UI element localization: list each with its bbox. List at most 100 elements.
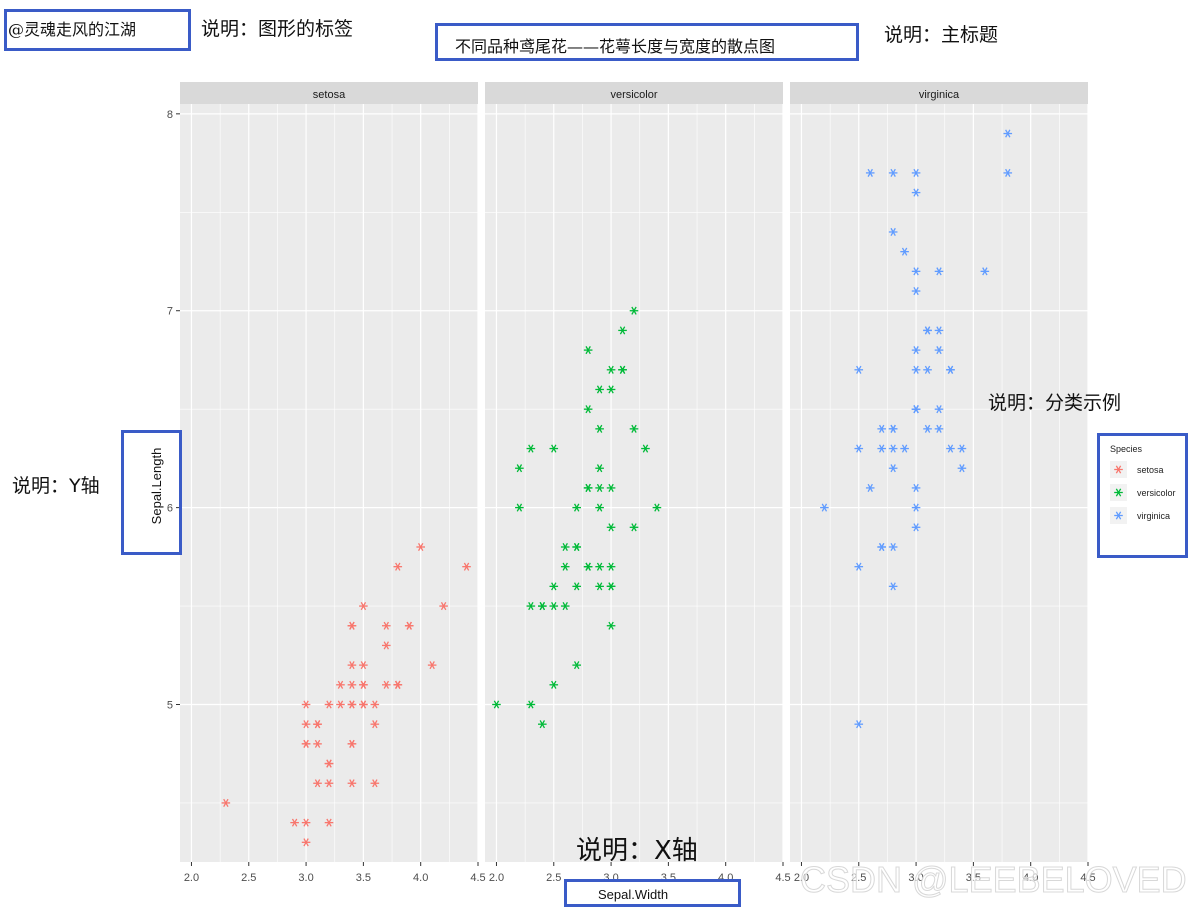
x-tick-label: 4.5 <box>1080 872 1095 884</box>
panel-background <box>180 104 478 862</box>
legend-label: setosa <box>1137 465 1164 475</box>
data-point <box>606 562 616 571</box>
data-point <box>301 838 311 847</box>
data-point <box>629 424 639 433</box>
legend-key-icon <box>1114 511 1123 520</box>
x-tick-label: 2.5 <box>851 872 866 884</box>
data-point <box>595 385 604 394</box>
y-axis: 5 6 7 8 Sepal.Length <box>149 109 180 711</box>
data-point <box>911 286 921 296</box>
data-point <box>549 680 559 689</box>
data-point <box>923 424 932 433</box>
data-point <box>911 503 921 512</box>
data-point <box>538 602 547 611</box>
data-point <box>583 562 593 571</box>
data-point <box>911 346 921 355</box>
facet-panel-setosa: setosa <box>180 82 479 862</box>
facet-panels: setosa versicolor virginica <box>180 82 1089 862</box>
data-point <box>572 661 581 670</box>
note-x-axis: 说明：X轴 <box>576 836 698 866</box>
data-point <box>560 542 570 552</box>
data-point <box>854 720 864 729</box>
data-point <box>382 621 391 630</box>
data-point <box>606 582 616 591</box>
data-point <box>934 346 944 355</box>
data-point <box>911 365 921 374</box>
data-point <box>382 641 391 650</box>
y-tick-label: 5 <box>167 699 173 711</box>
data-point <box>359 602 368 611</box>
data-point <box>900 247 909 256</box>
data-point <box>911 267 921 276</box>
x-tick-label: 4.0 <box>1023 872 1038 884</box>
data-point <box>549 582 559 591</box>
data-point <box>313 739 322 748</box>
data-point <box>934 326 944 335</box>
data-point <box>934 267 944 276</box>
legend-item-setosa: setosa <box>1110 461 1164 478</box>
data-point <box>595 562 604 571</box>
note-graph-label: 说明：图形的标签 <box>201 18 354 40</box>
data-point <box>583 405 593 414</box>
data-point <box>946 444 955 453</box>
legend-item-virginica: virginica <box>1110 507 1170 524</box>
legend-title: Species <box>1110 444 1143 454</box>
x-tick-label: 3.5 <box>966 872 981 884</box>
data-point <box>923 326 932 335</box>
data-point <box>934 424 944 433</box>
data-point <box>404 621 414 630</box>
data-point <box>888 582 898 591</box>
legend-item-versicolor: versicolor <box>1110 484 1176 501</box>
data-point <box>911 523 921 532</box>
data-point <box>595 483 604 492</box>
x-tick-label: 4.5 <box>775 872 790 884</box>
data-point <box>427 661 437 670</box>
data-point <box>313 779 322 788</box>
data-point <box>301 720 311 729</box>
data-point <box>888 464 898 473</box>
data-point <box>515 464 524 473</box>
x-tick-label: 4.0 <box>413 872 428 884</box>
data-point <box>221 798 231 807</box>
facet-strip-label: virginica <box>919 89 960 101</box>
data-point <box>1003 168 1013 177</box>
data-point <box>854 562 864 571</box>
data-point <box>526 602 536 611</box>
data-point <box>324 759 334 768</box>
data-point <box>492 700 501 709</box>
legend-key-icon <box>1114 465 1123 474</box>
x-tick-label: 3.5 <box>356 872 371 884</box>
data-point <box>595 424 604 433</box>
data-point <box>301 818 311 827</box>
y-tick-label: 8 <box>167 109 173 121</box>
data-point <box>911 405 921 414</box>
data-point <box>854 365 864 374</box>
data-point <box>526 444 536 453</box>
data-point <box>572 503 581 512</box>
data-point <box>347 739 357 748</box>
data-point <box>923 365 932 374</box>
data-point <box>618 326 627 335</box>
watermark: CSDN @LEEBELOVED <box>800 859 1187 900</box>
data-point <box>347 779 357 788</box>
facet-panel-versicolor: versicolor <box>485 82 784 862</box>
data-point <box>606 365 616 374</box>
data-point <box>370 700 380 709</box>
data-point <box>854 444 864 453</box>
x-tick-label: 2.5 <box>241 872 256 884</box>
data-point <box>347 621 357 630</box>
data-point <box>911 483 921 492</box>
series-setosa <box>221 542 471 847</box>
data-point <box>641 444 650 453</box>
data-point <box>946 365 955 374</box>
data-point <box>301 739 311 748</box>
data-point <box>877 444 886 453</box>
legend: Species setosa versicolor virginica <box>1110 444 1176 524</box>
x-tick-label: 4.5 <box>470 872 485 884</box>
facet-strip-virginica <box>790 82 1088 104</box>
y-tick-label: 7 <box>167 306 173 318</box>
data-point <box>549 602 559 611</box>
data-point <box>583 346 593 355</box>
data-point <box>934 405 944 414</box>
